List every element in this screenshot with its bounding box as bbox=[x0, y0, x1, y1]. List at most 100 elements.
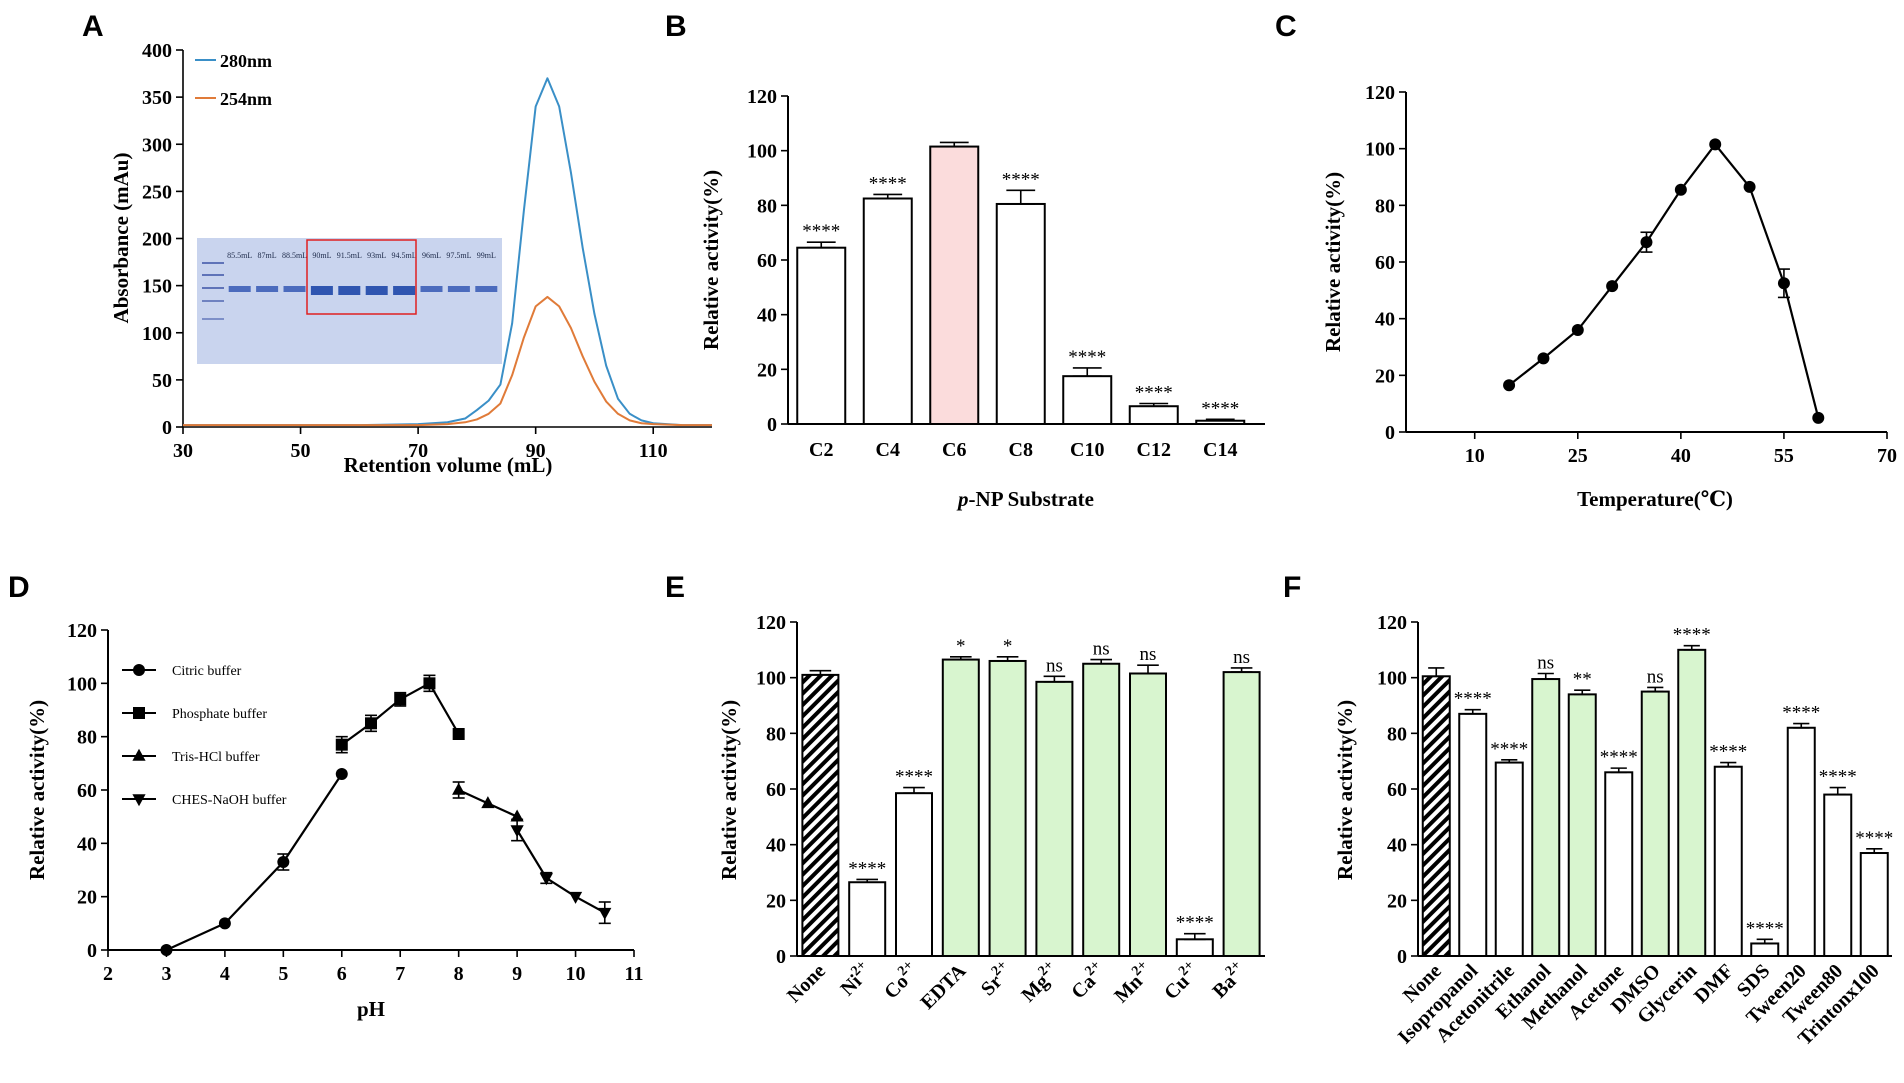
data-point bbox=[335, 768, 348, 780]
bar-EDTA bbox=[941, 658, 980, 957]
chart-b-bars: **** C2 **** C4 C6 **** C8 **** C10 **** C12 **** C1… bbox=[796, 141, 1246, 461]
bar-C8 bbox=[995, 202, 1046, 425]
chart-d-y-label: Relative activity(%) bbox=[25, 700, 49, 880]
chart-d-x-tick-label: 9 bbox=[512, 963, 522, 985]
significance-label: **** bbox=[1673, 625, 1711, 646]
chart-d-x-label: pH bbox=[357, 997, 385, 1021]
chart-d-x-tick-label: 4 bbox=[220, 963, 230, 985]
bar-Acetonitrile bbox=[1494, 761, 1524, 958]
category-label: C6 bbox=[942, 439, 966, 461]
panel-label-d: D bbox=[8, 571, 30, 604]
bar-Isopropanol bbox=[1458, 712, 1488, 957]
bar-Methanol bbox=[1567, 693, 1597, 957]
legend-label: CHES-NaOH buffer bbox=[172, 793, 287, 808]
chart-b: Relative activity(%) p-NP Substrate 0 20 4… bbox=[699, 86, 1265, 511]
chart-d-y-tick-label: 60 bbox=[77, 780, 97, 802]
gel-band bbox=[365, 286, 388, 295]
gel-lane-label: 85.5mL bbox=[227, 251, 252, 260]
data-point bbox=[452, 728, 465, 740]
chart-d-ticks: 0 20 40 60 80 100 120 2 3 4 5 6 7 8 9 10 11 bbox=[67, 620, 643, 985]
category-label: C10 bbox=[1070, 439, 1104, 461]
chart-d-legend: Citric buffer Phosphate buffer Tris-HCl bu… bbox=[122, 664, 287, 808]
bar-DMSO bbox=[1640, 690, 1670, 957]
gel-lane-label: 97.5mL bbox=[446, 251, 471, 260]
gel-lanes: 85.5mL 87mL 88.5mL 90mL 91.5mL 93mL 94.5mL 96mL… bbox=[227, 251, 498, 295]
chart-e-y-tick-label: 20 bbox=[766, 890, 786, 912]
panel-label-b: B bbox=[665, 10, 687, 43]
chart-a: Retention volume (mL) Absorbance (mAu) 0… bbox=[109, 40, 712, 477]
bar-Cu bbox=[1175, 938, 1214, 957]
chart-a-x-tick-label: 90 bbox=[526, 440, 546, 462]
series-line-254nm bbox=[183, 295, 712, 427]
bar-Trintonx100 bbox=[1859, 852, 1889, 957]
bar-None bbox=[1421, 675, 1451, 958]
gel-lane-label: 93mL bbox=[367, 251, 386, 260]
bar-Ni bbox=[848, 881, 887, 957]
gel-lane-label: 99mL bbox=[477, 251, 496, 260]
sds-page-gel-inset: 85.5mL 87mL 88.5mL 90mL 91.5mL 93mL 94.5mL 96mL… bbox=[197, 238, 502, 364]
chart-c-ticks: 0 20 40 60 80 100 120 10 25 40 55 70 bbox=[1365, 82, 1897, 467]
bar-None bbox=[801, 673, 840, 958]
significance-label: **** bbox=[1709, 742, 1747, 763]
chart-a-y-label: Absorbance (mAu) bbox=[109, 153, 133, 324]
chart-c-y-tick-label: 0 bbox=[1385, 422, 1395, 444]
bar-C4 bbox=[862, 197, 913, 425]
chart-a-y-tick-label: 250 bbox=[142, 181, 172, 203]
chart-a-x-tick-label: 30 bbox=[173, 440, 193, 462]
data-point bbox=[277, 856, 290, 868]
chart-b-ticks: 0 20 40 60 80 100 120 bbox=[747, 86, 788, 436]
chart-e-bars: None **** Ni2+ **** Co2+ * EDTA * Sr2+ ns Mg2+ ns Ca… bbox=[783, 636, 1261, 1014]
significance-label: **** bbox=[1454, 689, 1492, 710]
gel-band bbox=[447, 286, 470, 292]
chart-d-x-tick-label: 3 bbox=[161, 963, 171, 985]
significance-label: **** bbox=[895, 767, 933, 788]
chart-e-y-label: Relative activity(%) bbox=[717, 700, 741, 880]
legend-marker bbox=[132, 794, 146, 807]
chart-b-y-tick-label: 40 bbox=[757, 305, 777, 327]
chart-d-x-tick-label: 8 bbox=[454, 963, 464, 985]
category-label: EDTA bbox=[917, 960, 971, 1014]
data-point bbox=[539, 873, 553, 886]
gel-band bbox=[475, 286, 498, 292]
chart-c-series bbox=[1503, 138, 1825, 424]
legend-label: Citric buffer bbox=[172, 664, 242, 679]
chart-d-x-tick-label: 7 bbox=[395, 963, 405, 985]
chart-b-y-tick-label: 80 bbox=[757, 195, 777, 217]
series-line-280nm bbox=[183, 77, 712, 427]
chart-e-y-tick-label: 0 bbox=[776, 946, 786, 968]
chart-c-x-tick-label: 40 bbox=[1671, 445, 1691, 467]
legend-marker bbox=[133, 707, 145, 719]
legend-marker bbox=[132, 748, 146, 761]
chart-f-y-tick-label: 20 bbox=[1387, 890, 1407, 912]
category-label: C8 bbox=[1009, 439, 1033, 461]
chart-c-y-tick-label: 100 bbox=[1365, 139, 1395, 161]
chart-b-x-label-rest: -NP Substrate bbox=[969, 487, 1094, 511]
data-point bbox=[1709, 138, 1722, 151]
category-label: Ba2+ bbox=[1206, 958, 1251, 1003]
chart-d-y-tick-label: 20 bbox=[77, 887, 97, 909]
chart-a-y-tick-label: 100 bbox=[142, 323, 172, 345]
chart-b-y-tick-label: 0 bbox=[767, 414, 777, 436]
chart-d-x-tick-label: 11 bbox=[625, 963, 644, 985]
chart-a-x-tick-label: 110 bbox=[639, 440, 668, 462]
data-point bbox=[1571, 324, 1584, 336]
gel-band bbox=[393, 286, 416, 295]
chart-e-y-tick-label: 60 bbox=[766, 779, 786, 801]
significance-label: ns bbox=[1093, 639, 1110, 660]
significance-label: **** bbox=[869, 173, 907, 194]
chart-c-y-label: Relative activity(%) bbox=[1321, 172, 1345, 352]
chart-a-x-tick-label: 70 bbox=[408, 440, 428, 462]
chart-a-x-label: Retention volume (mL) bbox=[344, 453, 553, 477]
chart-d-y-tick-label: 120 bbox=[67, 620, 97, 642]
bar-Acetone bbox=[1604, 771, 1634, 957]
chart-a-y-tick-label: 400 bbox=[142, 40, 172, 62]
chart-a-x-tick-label: 50 bbox=[291, 440, 311, 462]
gel-highlight-box bbox=[306, 239, 417, 315]
data-point bbox=[1777, 277, 1790, 290]
gel-ladder-band-2 bbox=[202, 274, 224, 276]
chart-c-y-tick-label: 60 bbox=[1375, 252, 1395, 274]
panel-label-c: C bbox=[1275, 10, 1297, 43]
chart-d-x-tick-label: 6 bbox=[337, 963, 347, 985]
significance-label: **** bbox=[848, 858, 886, 879]
